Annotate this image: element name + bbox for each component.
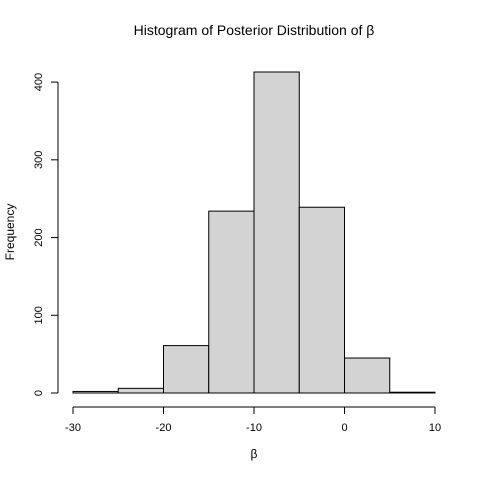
y-tick-label: 300 — [33, 151, 45, 169]
histogram-bar — [163, 345, 210, 394]
x-tick-label: 10 — [429, 422, 441, 434]
histogram-bar — [389, 391, 436, 394]
histogram-bar — [298, 206, 345, 394]
x-tick-label: -20 — [156, 422, 172, 434]
x-axis-label: β — [251, 447, 258, 461]
x-tick-label: -10 — [246, 422, 262, 434]
y-tick-label: 200 — [33, 228, 45, 246]
x-tick-label: 0 — [341, 422, 347, 434]
histogram-bar — [253, 71, 300, 394]
chart-title: Histogram of Posterior Distribution of β — [134, 22, 375, 38]
x-tick-label: -30 — [65, 422, 81, 434]
y-axis-label: Frequency — [3, 204, 17, 261]
histogram-bar — [344, 357, 391, 394]
histogram-bar — [72, 390, 119, 394]
y-axis: 0 100 200 300 400 — [33, 73, 59, 396]
x-axis: -30 -20 -10 0 10 — [65, 406, 441, 434]
y-tick-label: 400 — [33, 73, 45, 91]
histogram-bar — [117, 387, 164, 394]
y-tick-label: 100 — [33, 306, 45, 324]
bars-group — [72, 71, 436, 394]
y-tick-label: 0 — [33, 390, 45, 396]
histogram-bar — [208, 210, 255, 394]
